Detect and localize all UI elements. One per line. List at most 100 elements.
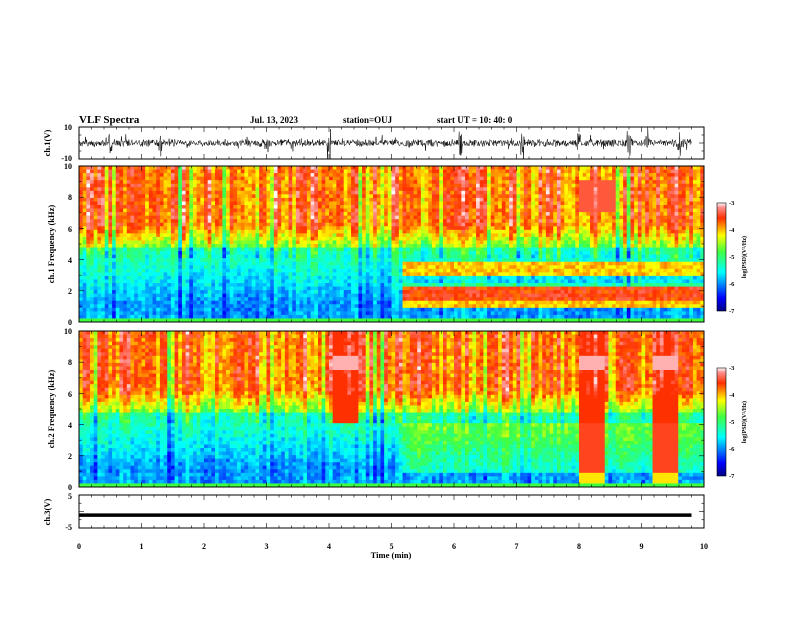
spectrogram-cell xyxy=(130,237,134,241)
spectrogram-cell xyxy=(204,255,208,259)
spectrogram-cell xyxy=(108,272,112,276)
spectrogram-cell xyxy=(329,223,333,227)
spectrogram-cell xyxy=(160,233,164,237)
spectrogram-cell xyxy=(307,194,311,198)
spectrogram-cell xyxy=(318,173,322,177)
spectrogram-cell xyxy=(208,255,212,259)
spectrogram-cell xyxy=(480,173,484,177)
spectrogram-cell xyxy=(281,184,285,188)
spectrogram-cell xyxy=(105,226,109,230)
spectrogram-cell xyxy=(358,166,362,170)
spectrogram-cell xyxy=(90,255,94,259)
spectrogram-cell xyxy=(90,209,94,213)
spectrogram-cell xyxy=(384,216,388,220)
spectrogram-cell xyxy=(130,279,134,283)
spectrogram-cell xyxy=(97,223,101,227)
spectrogram-cell xyxy=(116,226,120,230)
spectrogram-cell xyxy=(149,262,153,266)
spectrogram-cell xyxy=(465,166,469,170)
spectrogram-cell xyxy=(314,290,318,294)
spectrogram-cell xyxy=(461,219,465,223)
spectrogram-cell xyxy=(108,287,112,291)
spectrogram-cell xyxy=(392,251,396,255)
spectrogram-cell xyxy=(112,230,116,234)
spectrogram-cell xyxy=(414,251,418,255)
spectrogram-cell xyxy=(410,272,414,276)
spectrogram-cell xyxy=(392,279,396,283)
spectrogram-cell xyxy=(94,258,98,262)
spectrogram-cell xyxy=(432,233,436,237)
spectrogram-cell xyxy=(351,187,355,191)
spectrogram-cell xyxy=(322,212,326,216)
spectrogram-cell xyxy=(244,191,248,195)
spectrogram-cell xyxy=(255,180,259,184)
spectrogram-cell xyxy=(447,287,451,291)
spectrogram-cell xyxy=(410,177,414,181)
spectrogram-cell xyxy=(270,279,274,283)
spectrogram-cell xyxy=(458,272,462,276)
spectrogram-cell xyxy=(164,201,168,205)
spectrogram-cell xyxy=(303,198,307,202)
spectrogram-cell xyxy=(285,237,289,241)
spectrogram-cell xyxy=(83,297,87,301)
spectrogram-cell xyxy=(281,216,285,220)
spectrogram-cell xyxy=(307,255,311,259)
spectrogram-cell xyxy=(377,205,381,209)
spectrogram-cell xyxy=(219,308,223,312)
spectrogram-cell xyxy=(94,173,98,177)
spectrogram-cell xyxy=(267,279,271,283)
spectrogram-cell xyxy=(127,212,131,216)
spectrogram-cell xyxy=(153,219,157,223)
spectrogram-cell xyxy=(362,216,366,220)
spectrogram-cell xyxy=(189,226,193,230)
spectrogram-cell xyxy=(175,248,179,252)
spectrogram-cell xyxy=(340,244,344,248)
spectrogram-cell xyxy=(248,209,252,213)
spectrogram-cell xyxy=(447,279,451,283)
spectrogram-cell xyxy=(222,237,226,241)
spectrogram-cell xyxy=(403,187,407,191)
spectrogram-cell xyxy=(178,177,182,181)
spectrogram-cell xyxy=(248,240,252,244)
spectrogram-cell xyxy=(248,191,252,195)
spectrogram-cell xyxy=(233,166,237,170)
spectrogram-cell xyxy=(307,311,311,315)
ch1-ytick-top: 10 xyxy=(64,123,72,132)
spectrogram-cell xyxy=(417,216,421,220)
spectrogram-cell xyxy=(153,294,157,298)
spectrogram-cell xyxy=(230,244,234,248)
spectrogram-cell xyxy=(86,180,90,184)
spectrogram-cell xyxy=(134,283,138,287)
spectrogram-cell xyxy=(127,279,131,283)
spectrogram-cell xyxy=(255,237,259,241)
spectrogram-cell xyxy=(233,177,237,181)
spectrogram-cell xyxy=(252,290,256,294)
spectrogram-cell xyxy=(447,194,451,198)
spectrogram-cell xyxy=(86,315,90,319)
spectrogram-cell xyxy=(395,311,399,315)
spectrogram-cell xyxy=(355,205,359,209)
spectrogram-cell xyxy=(274,187,278,191)
spectrogram-cell xyxy=(425,240,429,244)
spectrogram-cell xyxy=(112,194,116,198)
spectrogram-cell xyxy=(263,187,267,191)
spectrogram-cell xyxy=(410,279,414,283)
spectrogram-cell xyxy=(149,194,153,198)
spectrogram-cell xyxy=(186,272,190,276)
spectrogram-cell xyxy=(377,294,381,298)
spectrogram-cell xyxy=(112,262,116,266)
spectrogram-cell xyxy=(351,233,355,237)
spectrogram-cell xyxy=(208,233,212,237)
spectrogram-cell xyxy=(377,244,381,248)
spectrogram-cell xyxy=(97,177,101,181)
spectrogram-cell xyxy=(432,177,436,181)
spectrogram-cell xyxy=(127,290,131,294)
spectrogram-cell xyxy=(369,216,373,220)
spectrogram-cell xyxy=(83,294,87,298)
spectrogram-cell xyxy=(377,226,381,230)
spectrogram-cell xyxy=(403,180,407,184)
spectrogram-cell xyxy=(358,237,362,241)
spectrogram-cell xyxy=(436,269,440,273)
spectrogram-cell xyxy=(274,184,278,188)
spectrogram-cell xyxy=(178,287,182,291)
